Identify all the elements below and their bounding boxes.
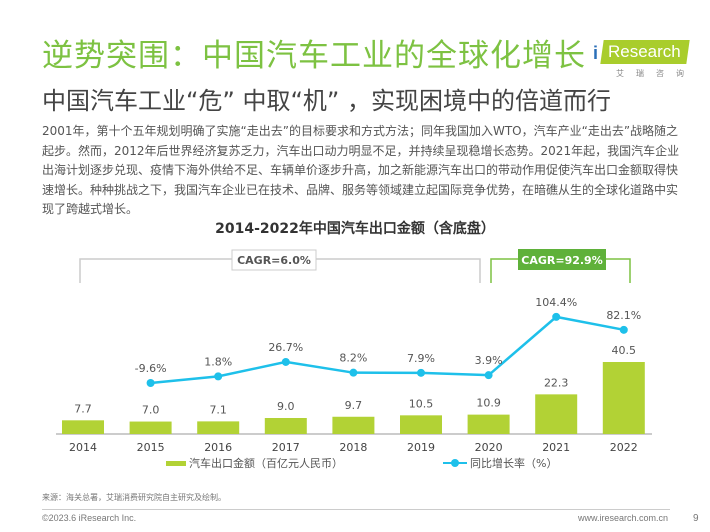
logo-text: Research [608, 42, 681, 61]
bar-2015 [129, 421, 172, 434]
cagr-label-2014-2020: CAGR=6.0% [237, 254, 311, 267]
bar-label-2020: 10.9 [476, 397, 501, 410]
growth-label-2019: 7.9% [407, 352, 435, 365]
growth-point-2017 [281, 357, 290, 366]
growth-point-2020 [484, 371, 493, 380]
bar-label-2021: 22.3 [544, 376, 569, 389]
growth-label-2022: 82.1% [606, 309, 641, 322]
bar-label-2015: 7.0 [142, 404, 160, 417]
x-tick-2014: 2014 [69, 441, 97, 454]
iresearch-logo: i Research 艾瑞咨询 [588, 36, 696, 86]
legend-label: 同比增长率（%） [470, 457, 558, 470]
page-title: 逆势突围：中国汽车工业的全球化增长 [42, 38, 586, 74]
copyright: ©2023.6 iResearch Inc. [42, 513, 137, 523]
bar-2021 [535, 394, 578, 434]
page-number: 9 [693, 513, 699, 524]
growth-label-2015: -9.6% [135, 362, 167, 375]
growth-point-2021 [552, 312, 561, 321]
growth-label-2017: 26.7% [268, 341, 303, 354]
bar-2014 [62, 420, 104, 434]
footer-divider [42, 509, 670, 510]
bar-label-2014: 7.7 [74, 402, 92, 415]
logo-i-mark: i [593, 43, 599, 63]
bar-2022 [602, 362, 645, 434]
growth-point-2019 [417, 368, 425, 377]
x-tick-2021: 2021 [542, 441, 570, 454]
bar-label-2019: 10.5 [409, 397, 434, 410]
x-tick-2016: 2016 [204, 441, 232, 454]
growth-label-2020: 3.9% [475, 354, 503, 367]
growth-label-2018: 8.2% [339, 352, 367, 365]
bar-2020 [467, 414, 510, 434]
x-tick-2022: 2022 [610, 441, 638, 454]
x-tick-2020: 2020 [475, 441, 503, 454]
growth-label-2021: 104.4% [535, 296, 577, 309]
x-tick-2018: 2018 [339, 441, 367, 454]
website-link[interactable]: www.iresearch.com.cn [577, 513, 668, 523]
legend-item-growth-rate: 同比增长率（%） [443, 455, 557, 471]
bar-2016 [197, 421, 240, 434]
growth-point-2016 [214, 372, 223, 381]
growth-point-2022 [619, 325, 628, 334]
x-tick-2019: 2019 [407, 441, 435, 454]
bar-label-2022: 40.5 [612, 344, 637, 357]
page-subtitle: 中国汽车工业“危” 中取“机” ，实现困境中的倍道而行 [42, 87, 611, 115]
source-note: 来源：海关总署，艾瑞消费研究院自主研究及绘制。 [42, 493, 226, 502]
bar-2018 [332, 416, 375, 434]
bar-label-2017: 9.0 [277, 400, 295, 413]
legend-item-export-amount: 汽车出口金额（百亿元人民币） [166, 455, 343, 471]
legend-bar-swatch [166, 460, 186, 466]
bar-2017 [264, 418, 307, 434]
chart-title: 2014-2022年中国汽车出口金额（含底盘） [215, 221, 495, 237]
logo-chinese-name: 艾瑞咨询 [616, 69, 696, 78]
x-tick-2015: 2015 [137, 441, 165, 454]
x-tick-2017: 2017 [272, 441, 300, 454]
legend-label: 汽车出口金额（百亿元人民币） [189, 457, 343, 470]
growth-rate-line [150, 315, 625, 385]
growth-label-2016: 1.8% [204, 355, 232, 368]
bar-label-2018: 9.7 [345, 399, 363, 412]
bar-label-2016: 7.1 [209, 403, 227, 416]
legend-line-swatch [443, 459, 467, 467]
bar-2019 [400, 415, 442, 434]
cagr-label-2020-2022: CAGR=92.9% [521, 254, 602, 267]
growth-point-2015 [146, 379, 155, 387]
body-paragraph: 2001年，第十个五年规划明确了实施“走出去”的目标要求和方式方法；同年我国加入… [42, 124, 680, 216]
cagr-box-2014-2020 [231, 249, 317, 271]
growth-point-2018 [349, 368, 358, 377]
cagr-box-2020-2022 [518, 249, 606, 270]
